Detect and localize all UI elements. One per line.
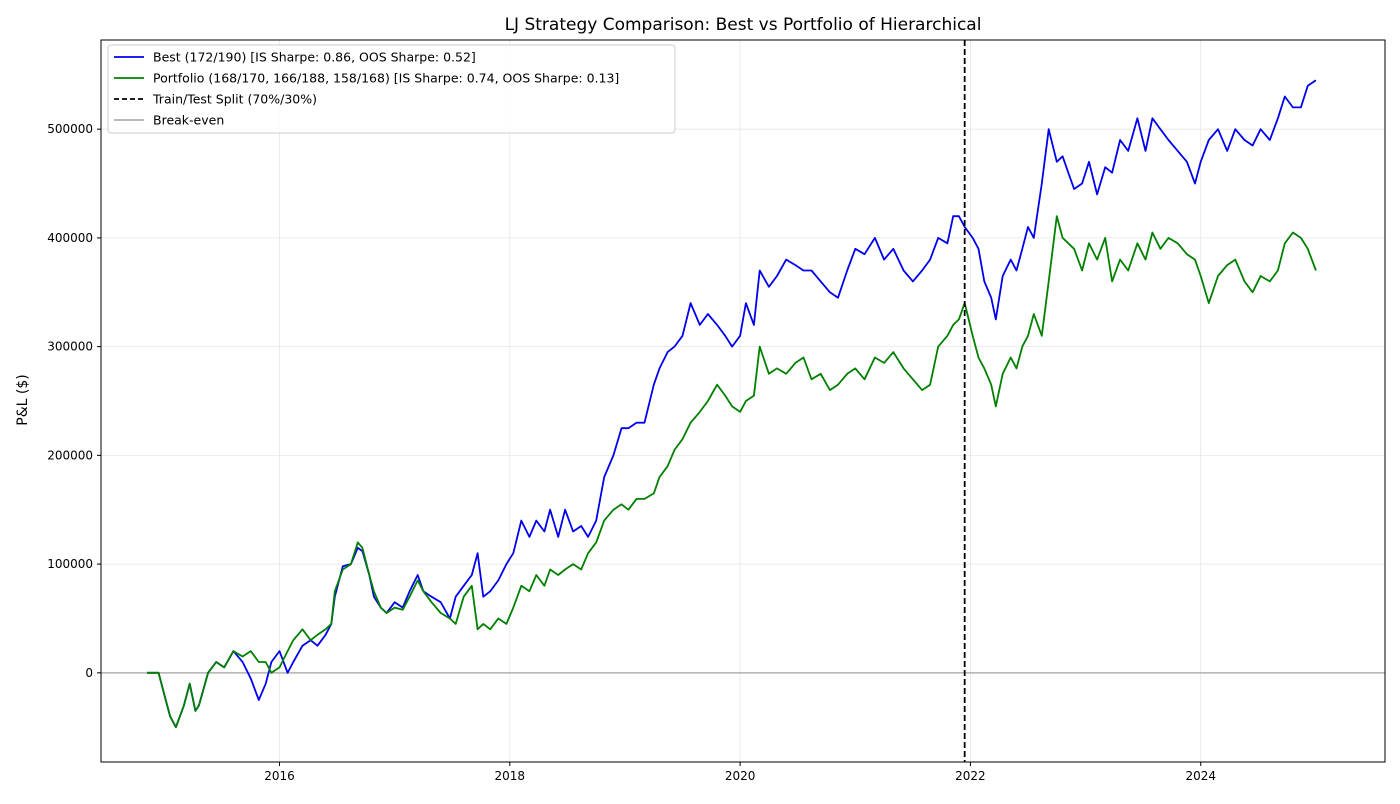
legend-entry-label: Best (172/190) [IS Sharpe: 0.86, OOS Sha… (153, 50, 476, 65)
x-tick-label: 2016 (264, 769, 295, 783)
legend-entry-label: Train/Test Split (70%/30%) (152, 92, 317, 107)
x-tick-label: 2020 (725, 769, 756, 783)
y-tick-label: 200000 (47, 448, 93, 462)
grid (101, 40, 1385, 762)
x-axis-ticks: 2016 2018 2020 2022 2024 (264, 762, 1216, 783)
plot-frame (100, 39, 1386, 763)
y-axis-label: P&L ($) (15, 374, 31, 425)
series-line-portfolio (147, 215, 1317, 729)
y-tick-label: 0 (85, 666, 93, 680)
y-tick-label: 400000 (47, 231, 93, 245)
legend: Best (172/190) [IS Sharpe: 0.86, OOS Sha… (107, 44, 676, 134)
legend-box (107, 44, 676, 134)
series-line-best (147, 79, 1317, 729)
y-axis-ticks: 0 100000 200000 300000 400000 500000 (47, 122, 101, 680)
x-tick-label: 2018 (495, 769, 526, 783)
series-group (147, 79, 1317, 729)
y-tick-label: 500000 (47, 122, 93, 136)
y-tick-label: 100000 (47, 557, 93, 571)
x-tick-label: 2024 (1185, 769, 1216, 783)
legend-entry-label: Break-even (153, 113, 224, 128)
x-tick-label: 2022 (955, 769, 986, 783)
legend-entry-label: Portfolio (168/170, 166/188, 158/168) [I… (153, 71, 619, 86)
y-tick-label: 300000 (47, 340, 93, 354)
chart-title: LJ Strategy Comparison: Best vs Portfoli… (505, 15, 982, 35)
